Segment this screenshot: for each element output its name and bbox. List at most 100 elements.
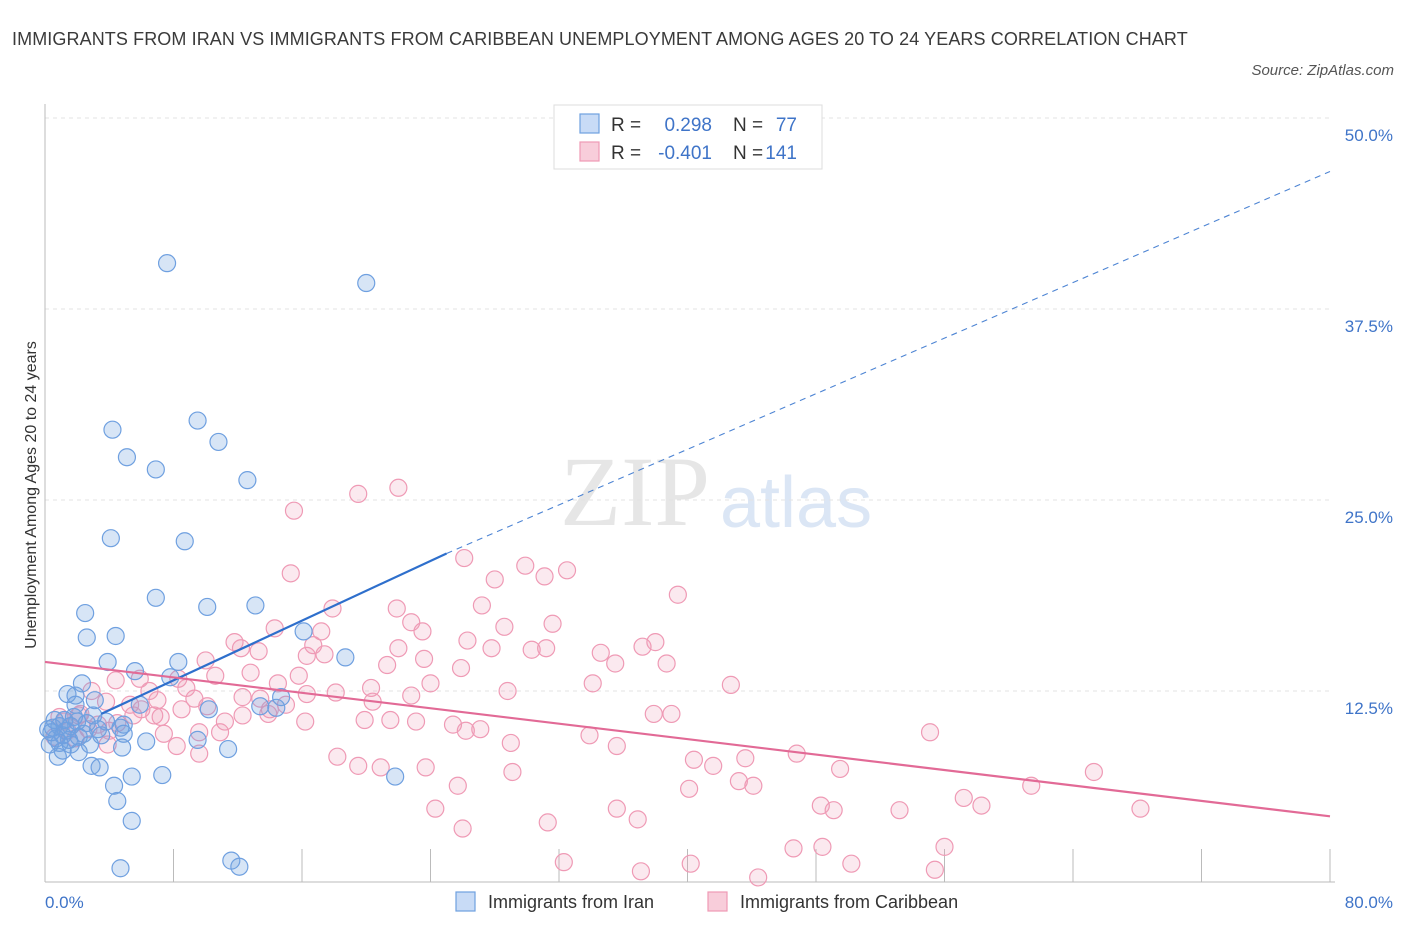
caribbean-point-98 [349,756,368,775]
caribbean-point-40 [289,666,308,685]
caribbean-point-113 [890,801,909,820]
iran-point-61 [153,765,172,785]
caribbean-point-121 [784,839,803,858]
watermark: ZIP atlas [560,436,872,547]
caribbean-point-108 [680,779,699,798]
caribbean-point-94 [328,747,347,766]
bottom-legend-swatch-iran [455,891,476,912]
caribbean-point-4 [516,556,535,575]
iran-point-49 [137,732,156,751]
iran-point-30 [267,698,286,717]
caribbean-point-70 [124,706,143,725]
iran-point-62 [122,767,141,786]
caribbean-point-45 [421,674,440,693]
iran-point-1 [357,273,376,293]
iran-point-74 [64,707,84,727]
caribbean-point-106 [744,776,763,795]
caribbean-point-116 [426,799,445,818]
iran-trend-line [100,552,448,715]
caribbean-point-89 [920,723,940,742]
iran-point-8 [101,529,120,548]
caribbean-point-90 [501,733,520,753]
iran-point-50 [188,730,207,749]
caribbean-point-95 [736,749,755,768]
caribbean-point-137 [145,706,164,725]
caribbean-point-107 [448,776,467,795]
iran-point-69 [111,859,130,878]
legend-swatch-iran [579,113,600,134]
bottom-legend-swatch-caribbean [707,891,728,912]
caribbean-point-119 [538,813,557,832]
y-tick-label-1: 25.0% [1345,508,1393,527]
caribbean-point-2 [284,501,304,520]
caribbean-point-20 [312,622,331,641]
iran-point-16 [106,626,125,646]
iran-point-54 [112,738,132,757]
caribbean-point-57 [233,688,252,707]
iran-point-59 [90,758,109,777]
caribbean-point-128 [925,860,944,879]
iran-point-17 [336,648,355,667]
caribbean-point-7 [485,570,504,589]
caribbean-point-117 [607,799,626,818]
caribbean-point-122 [813,837,832,856]
caribbean-point-22 [482,639,501,658]
caribbean-point-79 [406,712,426,731]
iran-point-65 [108,791,127,811]
caribbean-point-31 [297,646,316,665]
watermark-zip: ZIP [560,436,710,547]
caribbean-point-19 [413,622,432,641]
caribbean-point-82 [471,720,490,739]
legend-r-value-caribbean: -0.401 [658,143,712,164]
caribbean-point-15 [495,617,514,636]
iran-point-46 [114,724,133,743]
caribbean-point-126 [842,854,861,873]
iran-point-26 [85,691,104,710]
iran-point-0 [157,254,177,273]
caribbean-point-77 [355,710,374,730]
iran-point-64 [104,776,124,795]
iran-point-55 [219,739,238,759]
caribbean-point-103 [830,759,850,779]
iran-point-11 [198,597,217,617]
iran-point-68 [230,857,249,876]
iran-point-9 [175,532,194,551]
iran-point-37 [114,715,133,734]
y-axis-label: Unemployment Among Ages 20 to 24 years [23,341,40,649]
caribbean-point-124 [554,853,573,872]
iran-point-6 [146,460,165,479]
caribbean-point-41 [206,666,225,685]
caribbean-point-80 [296,712,315,731]
caribbean-trend-line [44,660,1331,818]
caribbean-point-118 [628,810,647,829]
caribbean-point-102 [704,756,723,775]
caribbean-point-115 [1131,799,1150,818]
iran-point-25 [272,688,291,707]
iran-point-24 [66,686,85,705]
caribbean-point-67 [172,700,191,719]
caribbean-point-28 [389,639,408,658]
iran-point-76 [80,735,100,754]
caribbean-point-139 [98,735,117,754]
iran-point-3 [103,420,122,439]
caribbean-point-75 [662,704,681,724]
bottom-legend: Immigrants from Iran Immigrants from Car… [455,891,958,912]
iran-trend-extension [446,170,1331,554]
iran-point-13 [76,603,95,623]
caribbean-point-105 [729,772,749,791]
y-tick-labels: 12.5% 25.0% 37.5% 50.0% [1345,126,1393,718]
iran-point-31 [251,697,270,716]
legend-n-label-caribbean: N = [733,143,763,164]
bottom-legend-label-iran: Immigrants from Iran [488,892,654,912]
caribbean-point-46 [268,674,288,693]
gridlines [45,117,1330,692]
legend-n-value-caribbean: 141 [765,143,797,164]
iran-point-10 [146,588,165,607]
caribbean-point-100 [416,758,435,777]
caribbean-point-101 [503,762,522,782]
caribbean-point-65 [198,697,217,716]
y-tick-label-0: 12.5% [1345,699,1393,718]
iran-point-75 [39,720,58,739]
caribbean-point-93 [190,744,209,763]
